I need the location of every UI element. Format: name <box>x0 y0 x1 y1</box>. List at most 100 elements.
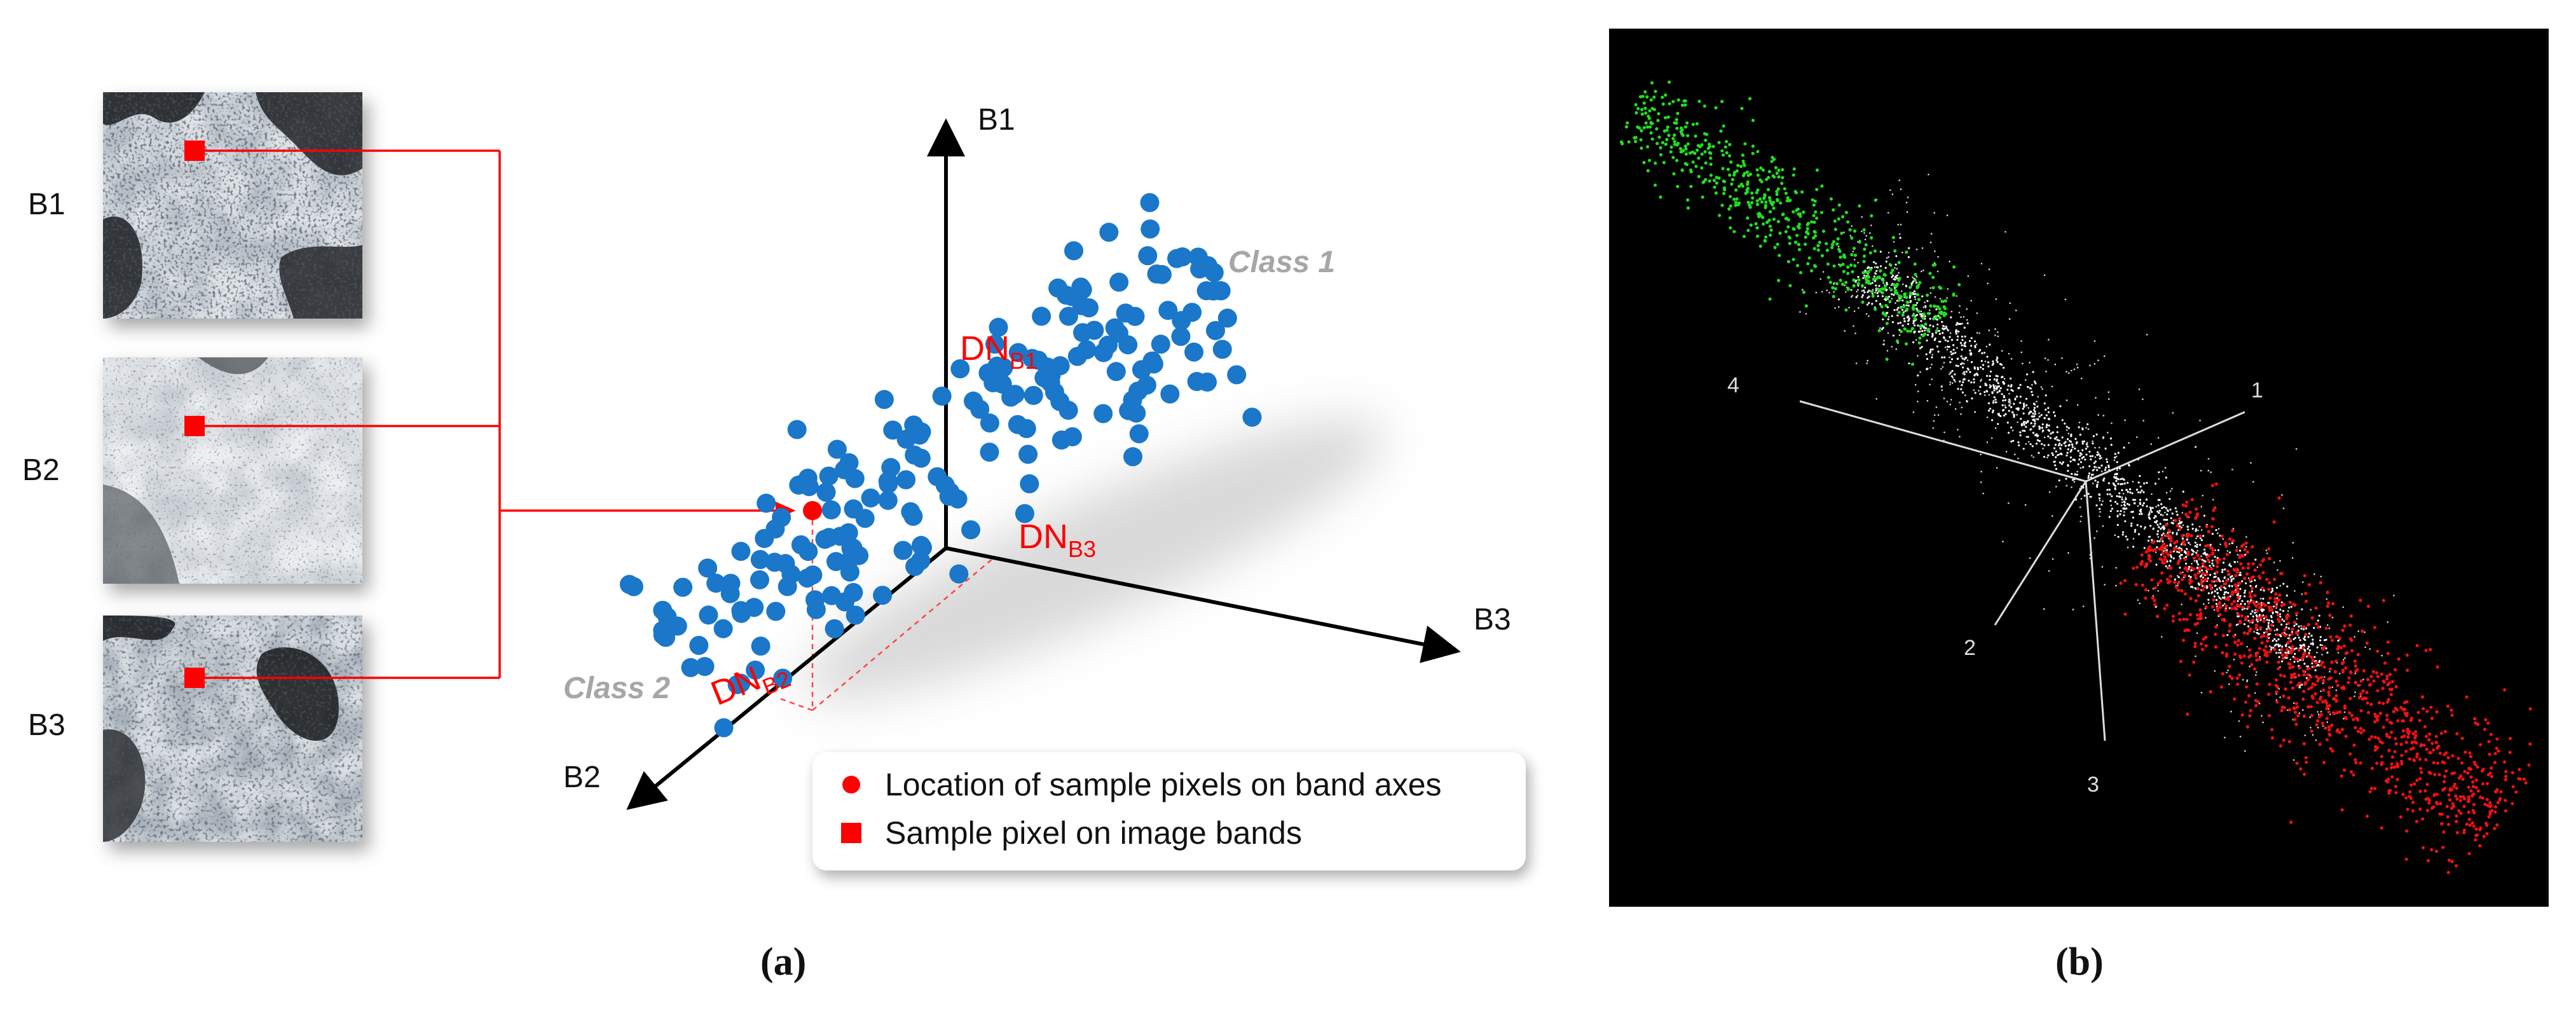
scatter-point <box>1950 399 1952 401</box>
scatter-point <box>1914 278 1917 282</box>
scatter-point <box>1634 111 1638 114</box>
scatter-point <box>2090 474 2093 476</box>
scatter-point <box>1962 373 1964 375</box>
white-point-cloud <box>1799 174 2395 761</box>
scatter-point <box>1959 341 1963 344</box>
scatter-point <box>1722 124 1725 128</box>
red-dot-icon <box>842 776 860 794</box>
scatter-point <box>1995 385 1997 387</box>
scatter-point <box>1818 240 1821 244</box>
scatter-point <box>1978 332 1980 334</box>
scatter-point <box>2010 406 2013 409</box>
scatter-point <box>1777 169 1781 172</box>
cluster-point <box>928 467 947 486</box>
scatter-point <box>1853 310 1856 312</box>
scatter-point <box>1879 327 1881 329</box>
scatter-point <box>2087 474 2090 477</box>
scatter-point <box>1908 329 1912 333</box>
scatter-point <box>2195 530 2197 532</box>
scatter-point <box>2148 589 2149 592</box>
scatter-point <box>2010 440 2013 443</box>
scatter-point <box>2253 568 2257 572</box>
scatter-point <box>2481 767 2485 771</box>
scatter-point <box>1992 399 1995 402</box>
scatter-point <box>2343 768 2346 772</box>
scatter-point <box>1812 203 1816 207</box>
scatter-point <box>2244 589 2247 592</box>
scatter-point <box>1931 275 1935 279</box>
scatter-point <box>1736 163 1740 167</box>
scatter-point <box>2307 583 2312 587</box>
scatter-point <box>2200 555 2202 557</box>
scatter-point <box>2292 702 2295 705</box>
scatter-point <box>2294 652 2296 655</box>
cluster-point <box>950 359 970 378</box>
scatter-point <box>1792 227 1795 231</box>
scatter-point <box>2294 701 2298 705</box>
scatter-point <box>2328 627 2331 629</box>
scatter-point <box>2277 617 2280 621</box>
cluster-point <box>750 550 770 569</box>
scatter-point <box>2265 577 2269 581</box>
scatter-point <box>2320 661 2324 664</box>
scatter-point <box>2244 595 2246 598</box>
scatter-point <box>2389 766 2394 769</box>
scatter-point <box>2085 443 2088 446</box>
cluster-point <box>1018 444 1038 464</box>
scatter-point <box>1853 259 1856 261</box>
scatter-point <box>1881 279 1885 282</box>
scatter-point <box>2114 477 2116 479</box>
scatter-point <box>2240 614 2244 618</box>
scatter-point <box>2031 390 2033 393</box>
band-image-b3 <box>103 616 362 842</box>
scatter-point <box>2303 574 2306 577</box>
scatter-point <box>1927 334 1929 336</box>
scatter-point <box>2186 569 2189 573</box>
scatter-point <box>1668 102 1671 106</box>
scatter-point <box>1929 292 1932 294</box>
scatter-point <box>2202 572 2205 575</box>
scatter-point <box>1683 99 1687 103</box>
scatter-point <box>2279 651 2282 654</box>
cluster-point <box>751 636 771 656</box>
scatter-point <box>1640 112 1644 116</box>
scatter-point <box>2427 801 2431 805</box>
scatter-point <box>2411 809 2415 813</box>
scatter-point <box>2209 587 2213 591</box>
scatter-point <box>2280 708 2284 713</box>
scatter-point <box>2301 645 2305 650</box>
scatter-point <box>2056 431 2059 434</box>
scatter-point <box>2123 446 2125 449</box>
scatter-point <box>2504 769 2508 773</box>
scatter-point <box>2139 491 2142 494</box>
scatter-point <box>2188 575 2190 577</box>
scatter-point <box>2191 567 2195 571</box>
cluster-point <box>912 422 931 442</box>
scatter-point <box>2203 585 2207 589</box>
scatter-point <box>2207 602 2210 604</box>
scatter-point <box>2459 774 2463 778</box>
scatter-point <box>1655 142 1659 146</box>
scatter-point <box>2243 547 2247 552</box>
scatter-point <box>2186 539 2188 541</box>
scatter-point <box>2392 710 2395 713</box>
scatter-point <box>1705 132 1709 136</box>
scatter-point <box>1735 169 1739 173</box>
scatter-point <box>1912 341 1915 343</box>
scatter-point <box>2281 660 2284 663</box>
scatter-point <box>2504 778 2507 781</box>
scatter-point <box>1654 183 1657 187</box>
scatter-point <box>1680 168 1684 172</box>
scatter-point <box>1994 328 1996 330</box>
scatter-point <box>2183 592 2188 596</box>
scatter-point <box>2316 652 2318 654</box>
scatter-point <box>2465 822 2469 826</box>
projection-axis-label-3: 3 <box>2087 773 2099 797</box>
scatter-point <box>2107 464 2110 467</box>
scatter-point <box>2264 645 2268 649</box>
scatter-point <box>1908 291 1912 295</box>
scatter-point <box>2199 612 2203 616</box>
scatter-point <box>1856 294 1859 297</box>
cluster-point <box>1204 263 1224 282</box>
scatter-point <box>2383 661 2387 665</box>
